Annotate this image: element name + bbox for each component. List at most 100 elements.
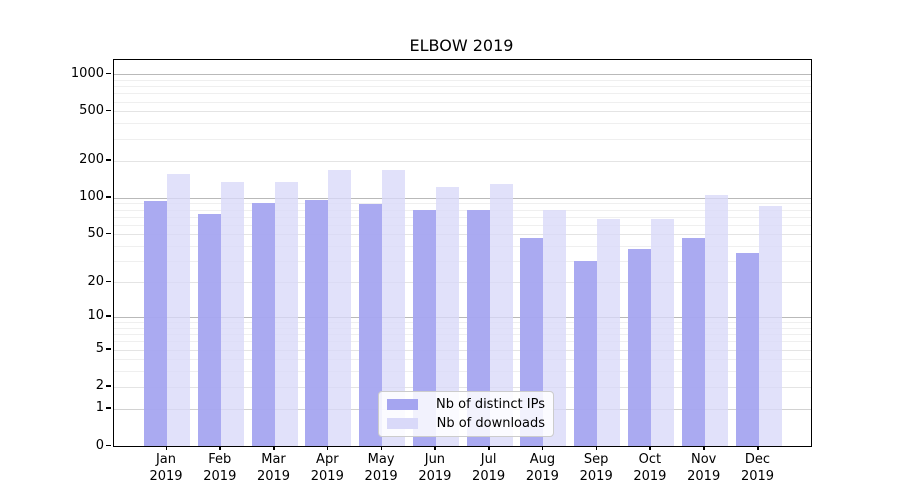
y-tick-label-500: 500 (79, 102, 104, 118)
bar-downloads-apr (328, 169, 352, 446)
bar-distinct-ips-jun (412, 210, 436, 446)
y-tick-label-200: 200 (79, 152, 104, 167)
y-gridline-400 (114, 123, 811, 125)
x-tick-label-feb: Feb 2019 (203, 452, 237, 484)
y-tick-200 (106, 159, 111, 161)
x-tick-feb (219, 446, 221, 450)
x-tick-label-mar: Mar 2019 (256, 452, 291, 484)
bar-distinct-ips-sep (574, 261, 598, 446)
chart-title: ELBOW 2019 (409, 36, 514, 55)
bar-downloads-aug (543, 210, 567, 446)
x-tick-nov (703, 446, 705, 450)
x-tick-jan (165, 446, 167, 450)
x-tick-apr (326, 446, 329, 450)
y-gridline-20 (114, 282, 811, 284)
bar-downloads-may (382, 169, 406, 446)
x-tick-label-dec: Dec 2019 (740, 452, 775, 484)
y-gridline-500 (114, 111, 811, 113)
bar-distinct-ips-jan (144, 201, 167, 446)
y-gridline-50 (114, 234, 811, 236)
y-tick-10 (106, 315, 111, 317)
y-tick-label-100: 100 (79, 189, 104, 205)
y-tick-100 (106, 196, 111, 198)
y-tick-label-1: 1 (95, 400, 104, 416)
legend-swatch-distinct-ips (387, 399, 418, 410)
bar-downloads-oct (650, 218, 674, 446)
y-gridline-3 (114, 371, 811, 373)
x-tick-label-jul: Jul 2019 (472, 452, 506, 484)
legend-label-distinct-ips: Nb of distinct IPs (436, 397, 545, 412)
y-gridline-900 (114, 79, 811, 81)
y-gridline-300 (114, 138, 811, 140)
x-tick-label-oct: Oct 2019 (633, 452, 667, 484)
legend-row-distinct-ips: Nb of distinct IPs (387, 397, 545, 412)
bar-downloads-jun (435, 187, 459, 446)
y-gridline-6 (114, 341, 811, 343)
x-tick-label-aug: Aug 2019 (525, 452, 559, 484)
y-tick-label-0: 0 (95, 437, 104, 453)
y-tick-label-50: 50 (87, 225, 104, 241)
y-gridline-2 (114, 386, 811, 388)
y-gridline-90 (114, 203, 811, 205)
y-gridline-8 (114, 327, 811, 329)
x-tick-jun (434, 446, 436, 450)
legend-row-downloads: Nb of downloads (387, 416, 545, 431)
bar-downloads-nov (704, 195, 728, 446)
bar-downloads-dec (758, 205, 782, 446)
bar-distinct-ips-feb (197, 214, 221, 446)
y-gridline-4 (114, 359, 811, 361)
y-tick-5 (106, 348, 111, 350)
x-tick-label-may: May 2019 (364, 452, 398, 484)
y-tick-1000 (106, 72, 111, 75)
x-tick-aug (541, 446, 544, 450)
bar-distinct-ips-mar (251, 202, 275, 446)
y-tick-label-20: 20 (87, 273, 104, 289)
x-tick-label-jan: Jan 2019 (149, 452, 183, 484)
bar-distinct-ips-apr (305, 200, 329, 446)
x-tick-label-nov: Nov 2019 (687, 452, 721, 484)
y-gridline-40 (114, 246, 811, 248)
bar-downloads-sep (597, 218, 621, 446)
y-tick-20 (106, 280, 111, 283)
y-tick-500 (106, 109, 111, 112)
y-tick-label-2: 2 (95, 378, 104, 394)
y-tick-label-1000: 1000 (70, 65, 104, 81)
bar-distinct-ips-oct (627, 248, 651, 446)
bar-downloads-mar (274, 181, 298, 446)
x-tick-mar (273, 446, 275, 450)
x-tick-label-sep: Sep 2019 (579, 452, 613, 484)
bar-downloads-jul (489, 184, 513, 446)
y-tick-2 (106, 385, 111, 387)
x-tick-label-apr: Apr 2019 (310, 452, 344, 484)
y-gridline-7 (114, 334, 811, 336)
x-tick-dec (757, 446, 759, 450)
legend: Nb of distinct IPs Nb of downloads (378, 391, 554, 437)
x-tick-label-jun: Jun 2019 (418, 452, 452, 484)
x-tick-may (380, 446, 383, 450)
bar-downloads-jan (167, 174, 190, 446)
y-tick-50 (106, 232, 111, 235)
bar-distinct-ips-jul (466, 210, 490, 446)
y-gridline-70 (114, 216, 811, 218)
y-tick-label-5: 5 (95, 341, 104, 357)
y-tick-0 (106, 444, 111, 446)
bar-distinct-ips-nov (681, 237, 705, 446)
x-tick-oct (649, 446, 651, 450)
legend-label-downloads: Nb of downloads (436, 416, 545, 431)
legend-swatch-downloads (387, 418, 418, 429)
y-gridline-30 (114, 261, 811, 263)
plot-area (113, 59, 812, 447)
bar-distinct-ips-dec (735, 253, 759, 446)
x-tick-jul (488, 446, 490, 450)
y-gridline-1000 (114, 74, 811, 76)
y-gridline-100 (114, 197, 811, 199)
y-gridline-800 (114, 86, 811, 88)
y-gridline-5 (114, 349, 811, 351)
y-gridline-700 (114, 93, 811, 95)
bar-distinct-ips-may (359, 203, 383, 446)
x-tick-sep (595, 446, 598, 450)
y-gridline-200 (114, 160, 811, 162)
y-gridline-10 (114, 316, 811, 318)
y-tick-1 (106, 407, 111, 409)
